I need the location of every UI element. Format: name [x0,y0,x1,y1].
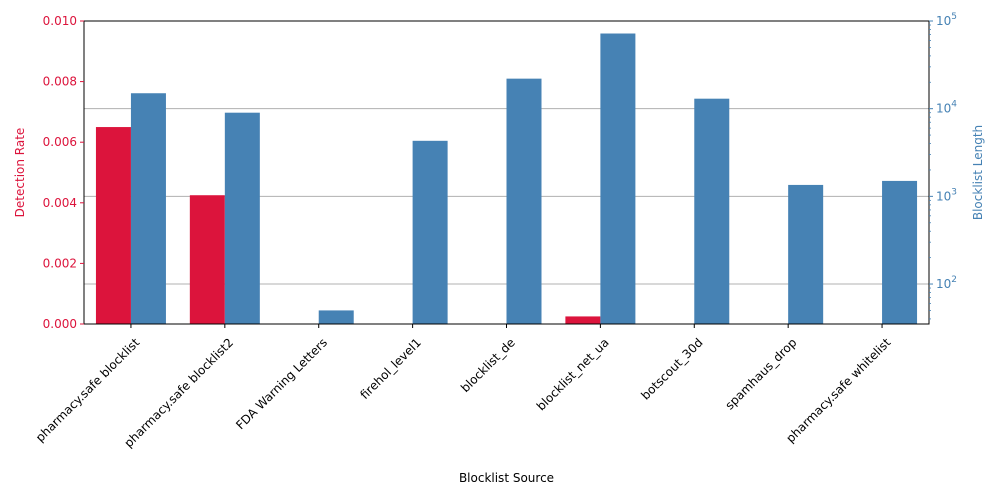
x-axis-title: Blocklist Source [459,471,554,485]
left-y-axis: 0.000 0.002 0.004 0.006 0.008 0.010 [43,14,84,331]
left-tick-label: 0.006 [43,135,77,149]
blocklist-length-bar [224,112,260,325]
left-tick-label: 0.010 [43,14,77,28]
right-y-axis-title: Blocklist Length [971,125,985,220]
left-tick-label: 0.004 [43,196,77,210]
blocklist-length-bar [130,93,166,324]
blocklist-length-bar [694,98,730,324]
blocklist-length-bar [506,78,542,324]
left-tick-label: 0.008 [43,75,77,89]
blocklist-length-bar [882,180,918,324]
bars [95,33,918,325]
blocklist-length-bar [600,33,636,324]
blocklist-length-bar [318,310,354,324]
detection-rate-bar [95,127,131,324]
left-tick-label: 0.002 [43,256,77,270]
detection-rate-bar [189,195,225,324]
right-tick-label: 102 [936,275,957,291]
blocklist-length-bar [788,184,824,324]
right-y-axis: 102 103 104 105 [929,12,957,320]
right-tick-label: 104 [936,100,957,116]
left-tick-label: 0.000 [43,317,77,331]
blocklist-length-bar [412,140,448,324]
right-tick-label: 105 [936,12,957,28]
right-tick-label: 103 [936,187,957,203]
left-y-axis-title: Detection Rate [13,128,27,218]
detection-rate-bar [565,316,601,324]
